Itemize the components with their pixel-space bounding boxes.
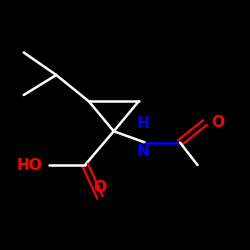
Text: O: O [211,115,224,130]
Text: H: H [136,116,149,131]
Text: HO: HO [17,158,42,172]
Text: N: N [136,144,149,159]
Text: O: O [94,180,106,195]
